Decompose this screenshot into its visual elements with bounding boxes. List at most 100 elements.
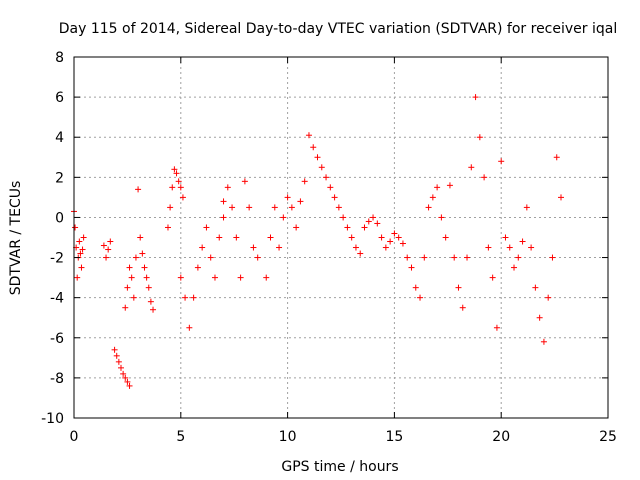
data-point [143, 274, 150, 281]
data-point [177, 274, 184, 281]
axis-ticks [73, 56, 609, 419]
data-point [175, 178, 182, 185]
data-point [173, 170, 180, 177]
data-point [357, 250, 364, 257]
data-point [171, 166, 178, 173]
data-point [340, 214, 347, 221]
data-point [130, 294, 137, 301]
data-point [412, 284, 419, 291]
data-point [103, 254, 110, 261]
x-tick-label: 15 [385, 429, 403, 445]
chart-title: Day 115 of 2014, Sidereal Day-to-day VTE… [59, 21, 617, 37]
data-point [128, 274, 135, 281]
data-point [523, 204, 530, 211]
x-axis-label: GPS time / hours [281, 459, 398, 475]
data-point [145, 284, 152, 291]
data-point [434, 184, 441, 191]
data-point [80, 234, 87, 241]
data-point [132, 254, 139, 261]
data-point [323, 174, 330, 181]
data-point [540, 338, 547, 345]
data-point [220, 214, 227, 221]
data-point [455, 284, 462, 291]
data-point [122, 374, 129, 381]
y-tick-label: 8 [55, 50, 64, 66]
data-point [493, 324, 500, 331]
data-point [233, 234, 240, 241]
data-point [404, 254, 411, 261]
data-point [107, 238, 114, 245]
data-point [327, 184, 334, 191]
data-point [220, 198, 227, 205]
data-point [301, 178, 308, 185]
data-point [211, 274, 218, 281]
data-point [451, 254, 458, 261]
data-point [78, 264, 85, 271]
y-tick-label: 4 [55, 130, 64, 146]
data-point [72, 224, 79, 231]
data-point [421, 254, 428, 261]
data-point [250, 244, 257, 251]
data-point [182, 294, 189, 301]
data-point [124, 284, 131, 291]
data-point [331, 194, 338, 201]
data-point [515, 254, 522, 261]
data-point [511, 264, 518, 271]
data-point [190, 294, 197, 301]
data-point [498, 158, 505, 165]
data-point [459, 304, 466, 311]
data-point [408, 264, 415, 271]
data-point [207, 254, 214, 261]
data-point [528, 244, 535, 251]
y-tick-label: -6 [50, 331, 64, 347]
data-point [100, 242, 107, 249]
data-point [177, 184, 184, 191]
data-point [429, 194, 436, 201]
y-tick-label: 6 [55, 90, 64, 106]
data-point [263, 274, 270, 281]
data-point [241, 178, 248, 185]
data-point [254, 254, 261, 261]
data-points [71, 94, 565, 389]
data-point [135, 186, 142, 193]
data-point [489, 274, 496, 281]
data-point [280, 214, 287, 221]
y-tick-label: -2 [50, 251, 64, 267]
data-point [387, 238, 394, 245]
plot-frame [73, 56, 609, 419]
data-point [284, 194, 291, 201]
data-point [506, 244, 513, 251]
data-point [267, 234, 274, 241]
data-point [139, 250, 146, 257]
data-point [519, 238, 526, 245]
data-point [481, 174, 488, 181]
grid-lines [74, 57, 608, 418]
data-point [446, 182, 453, 189]
data-point [314, 154, 321, 161]
data-point [348, 234, 355, 241]
data-point [476, 134, 483, 141]
data-point [186, 324, 193, 331]
y-tick-label: -10 [41, 411, 64, 427]
data-point [532, 284, 539, 291]
data-point [417, 294, 424, 301]
data-point [124, 378, 131, 385]
data-point [229, 204, 236, 211]
data-point [344, 224, 351, 231]
data-point [169, 184, 176, 191]
data-point [126, 264, 133, 271]
data-point [113, 352, 120, 359]
data-point [365, 218, 372, 225]
data-point [76, 238, 83, 245]
data-point [120, 370, 127, 377]
y-tick-label: -4 [50, 291, 64, 307]
data-point [224, 184, 231, 191]
data-point [141, 264, 148, 271]
x-tick-labels: 0 5 10 15 20 25 [70, 429, 617, 445]
data-point [271, 204, 278, 211]
y-tick-label: 2 [55, 170, 64, 186]
data-point [288, 204, 295, 211]
data-point [464, 254, 471, 261]
data-point [150, 306, 157, 313]
